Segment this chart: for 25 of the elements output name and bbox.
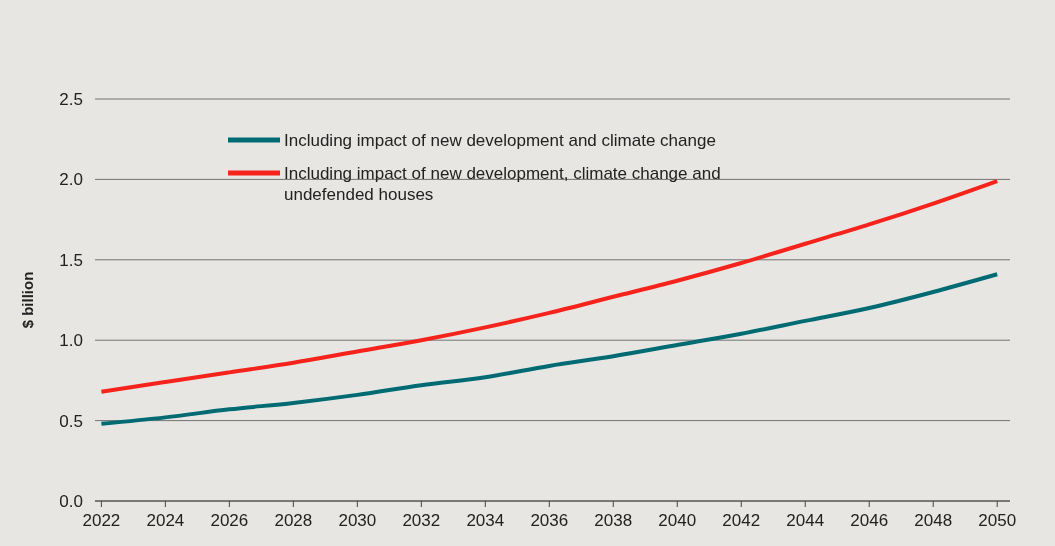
legend-label: Including impact of new development and climate change (284, 131, 716, 150)
x-tick-label: 2042 (722, 511, 761, 530)
x-tick-label: 2048 (914, 511, 953, 530)
y-tick-label: 0.5 (59, 411, 83, 431)
x-tick-label: 2036 (530, 511, 569, 530)
x-tick-label: 2028 (274, 511, 313, 530)
x-tick-label: 2026 (210, 511, 249, 530)
x-tick-label: 2024 (146, 511, 185, 530)
y-tick-label: 2.5 (59, 90, 83, 109)
x-tick-label: 2040 (658, 511, 697, 530)
y-tick-label: 2.0 (59, 170, 83, 190)
y-tick-label: 1.5 (59, 250, 83, 270)
x-tick-label: 2030 (338, 511, 377, 530)
line-series (99, 272, 1000, 426)
x-tick-label: 2038 (594, 511, 633, 530)
legend-label: Including impact of new development, climate change and undefended houses (284, 164, 721, 204)
x-tick-label: 2034 (466, 511, 505, 530)
y-axis-title: $ billion (19, 271, 36, 329)
x-tick-label: 2044 (786, 511, 825, 530)
y-tick-label: 1.0 (59, 331, 83, 351)
x-tick-label: 2022 (82, 511, 121, 530)
x-tick-label: 2050 (978, 511, 1017, 530)
x-tick-label: 2046 (850, 511, 889, 530)
y-tick-label: 0.0 (59, 492, 83, 511)
x-tick-label: 2032 (402, 511, 441, 530)
